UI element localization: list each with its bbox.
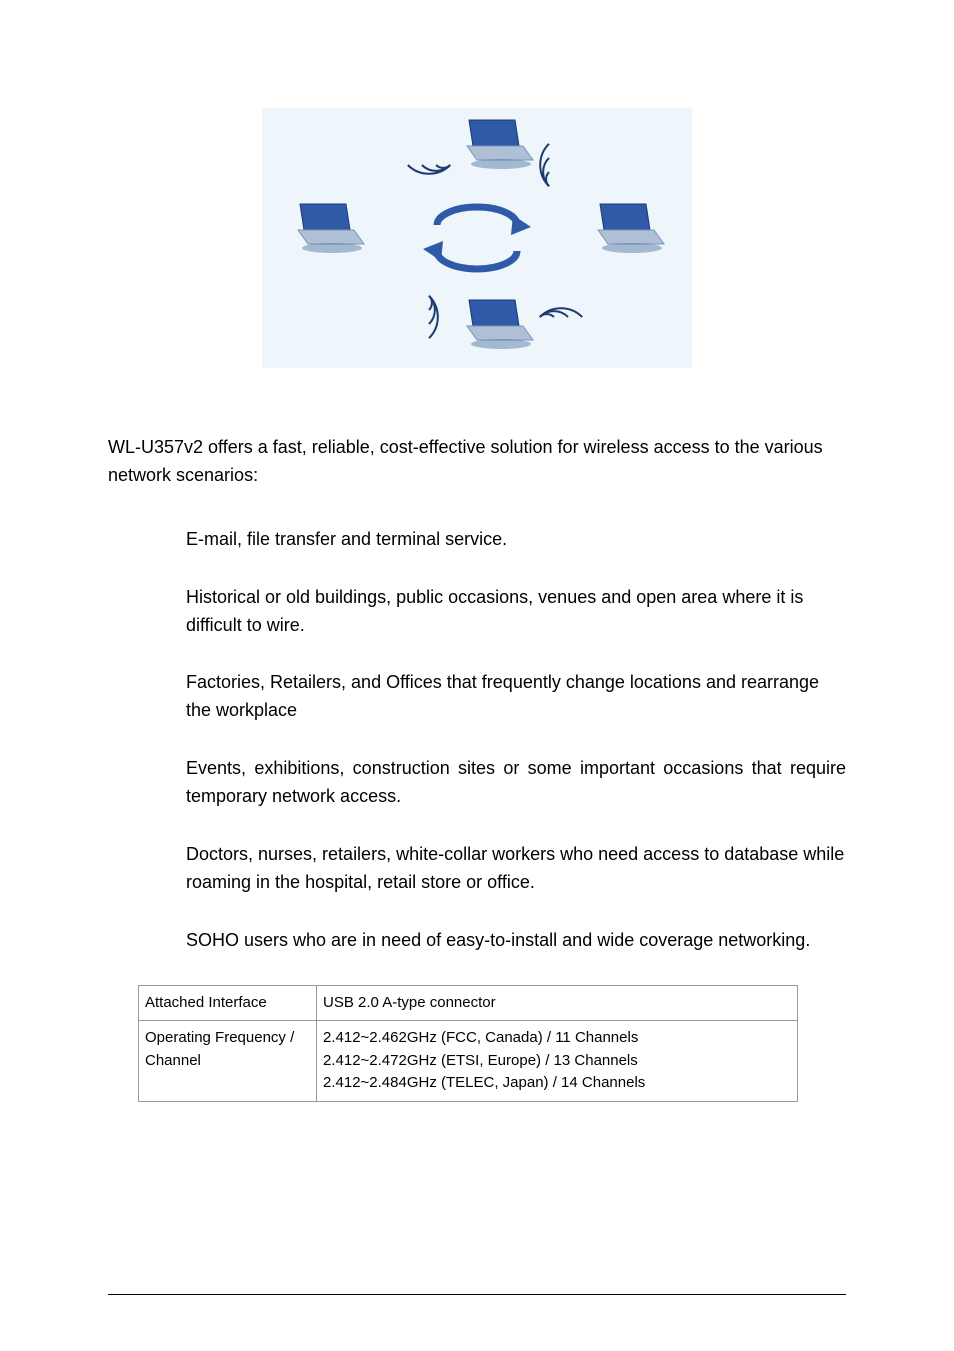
wifi-icon <box>402 138 456 192</box>
wifi-icon <box>534 290 588 344</box>
list-item: E-mail, file transfer and terminal servi… <box>186 526 846 554</box>
table-row: Operating Frequency / Channel 2.412~2.46… <box>139 1021 798 1102</box>
spec-key: Operating Frequency / Channel <box>139 1021 317 1102</box>
list-item: Events, exhibitions, construction sites … <box>186 755 846 811</box>
laptop-right <box>588 200 666 256</box>
list-item: Historical or old buildings, public occa… <box>186 584 846 640</box>
spec-value: USB 2.0 A-type connector <box>317 985 798 1021</box>
list-item: Doctors, nurses, retailers, white-collar… <box>186 841 846 897</box>
sync-arrows-icon <box>417 203 537 273</box>
scenario-list: E-mail, file transfer and terminal servi… <box>108 526 846 955</box>
spec-table: Attached Interface USB 2.0 A-type connec… <box>138 985 798 1102</box>
laptop-bottom <box>457 296 535 352</box>
list-item: Factories, Retailers, and Offices that f… <box>186 669 846 725</box>
diagram-container <box>108 108 846 368</box>
wifi-icon <box>402 290 456 344</box>
list-item: SOHO users who are in need of easy-to-in… <box>186 927 846 955</box>
spec-key: Attached Interface <box>139 985 317 1021</box>
adhoc-diagram <box>262 108 692 368</box>
footer-divider <box>108 1294 846 1295</box>
spec-value: 2.412~2.462GHz (FCC, Canada) / 11 Channe… <box>317 1021 798 1102</box>
table-row: Attached Interface USB 2.0 A-type connec… <box>139 985 798 1021</box>
intro-paragraph: WL-U357v2 offers a fast, reliable, cost-… <box>108 434 846 490</box>
laptop-left <box>288 200 366 256</box>
